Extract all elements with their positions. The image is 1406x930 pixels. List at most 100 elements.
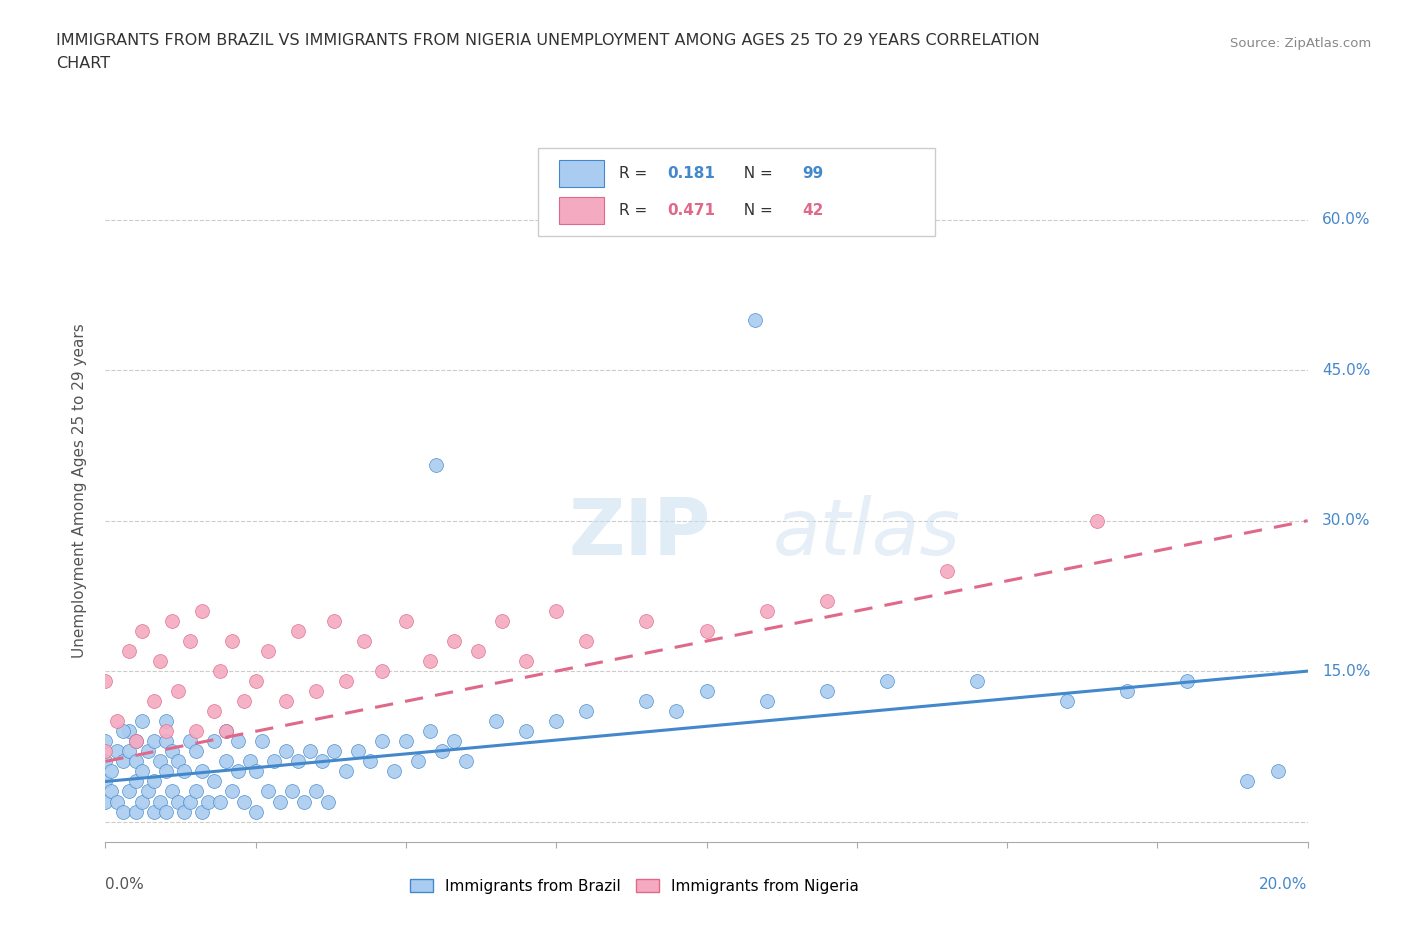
Point [1175, 673, 1198, 688]
Point [136, 744, 159, 759]
Point [287, 624, 309, 639]
Point [274, 694, 297, 709]
Point [202, 774, 225, 789]
Point [118, 784, 141, 799]
Point [335, 764, 357, 779]
Point [232, 794, 254, 809]
Point [208, 794, 231, 809]
Point [131, 624, 153, 639]
Point [131, 794, 153, 809]
Point [467, 644, 489, 658]
Point [245, 804, 267, 819]
Point [232, 694, 254, 709]
Point [1236, 774, 1258, 789]
Point [155, 804, 177, 819]
Point [179, 633, 201, 648]
Point [636, 614, 658, 629]
Bar [558, 197, 605, 224]
Point [575, 704, 598, 719]
Point [311, 754, 333, 769]
Point [347, 744, 370, 759]
Bar [558, 160, 605, 187]
Point [184, 784, 207, 799]
Point [239, 754, 262, 769]
Point [263, 754, 285, 769]
Point [142, 774, 165, 789]
Text: N =: N = [734, 166, 778, 180]
Point [298, 744, 321, 759]
Point [94, 754, 117, 769]
Point [173, 764, 195, 779]
Point [190, 764, 212, 779]
Point [107, 794, 129, 809]
Point [124, 804, 146, 819]
Point [245, 764, 267, 779]
Text: 99: 99 [803, 166, 824, 180]
FancyBboxPatch shape [538, 148, 935, 235]
Point [305, 784, 328, 799]
Point [696, 684, 718, 698]
Point [155, 734, 177, 749]
Point [197, 794, 219, 809]
Point [214, 724, 236, 738]
Point [815, 593, 838, 608]
Point [966, 673, 988, 688]
Point [1267, 764, 1289, 779]
Point [395, 734, 418, 749]
Point [250, 734, 273, 749]
Point [221, 784, 243, 799]
Point [184, 744, 207, 759]
Point [100, 764, 122, 779]
Point [696, 624, 718, 639]
Point [322, 744, 344, 759]
Point [94, 734, 117, 749]
Point [430, 744, 453, 759]
Point [419, 654, 441, 669]
Point [665, 704, 688, 719]
Point [359, 754, 381, 769]
Text: CHART: CHART [56, 56, 110, 71]
Point [94, 794, 117, 809]
Point [179, 794, 201, 809]
Point [755, 604, 778, 618]
Point [166, 684, 188, 698]
Point [100, 784, 122, 799]
Point [226, 734, 249, 749]
Point [107, 714, 129, 729]
Point [515, 724, 537, 738]
Point [755, 694, 778, 709]
Point [94, 774, 117, 789]
Point [142, 804, 165, 819]
Point [107, 744, 129, 759]
Point [202, 704, 225, 719]
Point [1085, 513, 1108, 528]
Point [124, 734, 146, 749]
Point [190, 804, 212, 819]
Point [316, 794, 339, 809]
Point [936, 564, 959, 578]
Text: 45.0%: 45.0% [1322, 363, 1371, 378]
Text: R =: R = [619, 166, 652, 180]
Point [136, 784, 159, 799]
Point [124, 754, 146, 769]
Point [335, 673, 357, 688]
Text: 0.471: 0.471 [666, 203, 714, 218]
Text: 42: 42 [803, 203, 824, 218]
Point [142, 734, 165, 749]
Point [173, 804, 195, 819]
Point [419, 724, 441, 738]
Point [112, 754, 135, 769]
Text: 0.0%: 0.0% [105, 877, 145, 892]
Text: ZIP: ZIP [568, 495, 710, 571]
Text: 30.0%: 30.0% [1322, 513, 1371, 528]
Point [305, 684, 328, 698]
Point [166, 754, 188, 769]
Point [166, 794, 188, 809]
Point [371, 664, 394, 679]
Point [118, 644, 141, 658]
Point [131, 764, 153, 779]
Point [202, 734, 225, 749]
Point [160, 614, 183, 629]
Point [184, 724, 207, 738]
Point [269, 794, 291, 809]
